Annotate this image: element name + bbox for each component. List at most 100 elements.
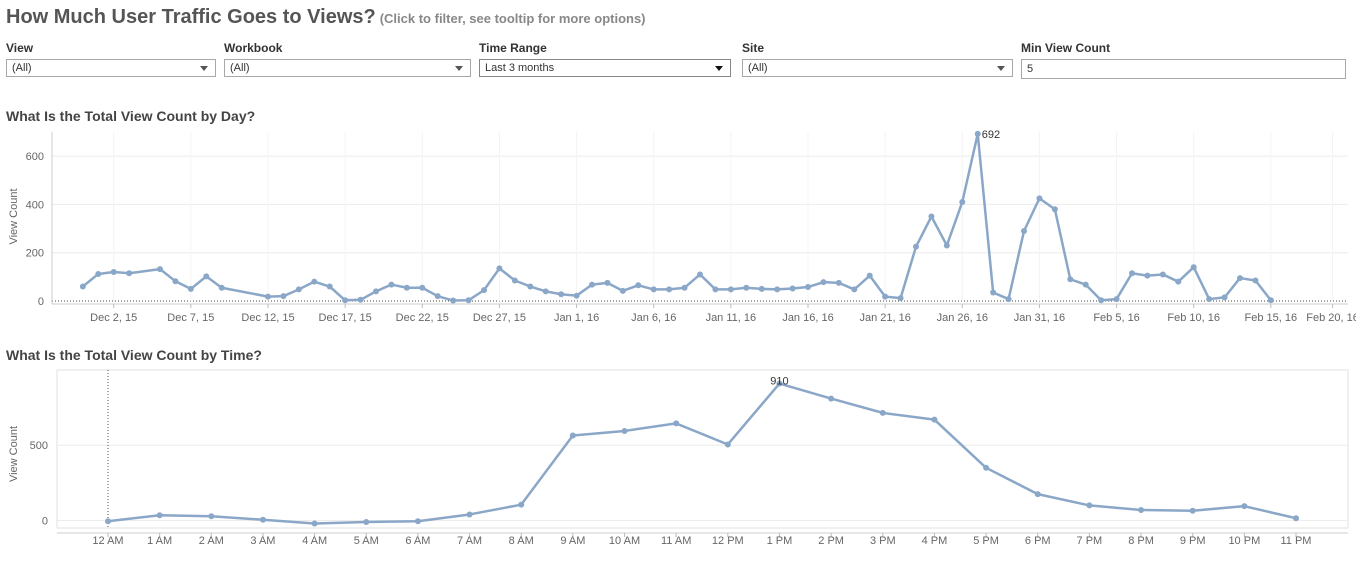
data-point (1252, 277, 1259, 284)
data-point (465, 297, 472, 304)
time-range-dropdown[interactable]: Last 3 months (479, 59, 731, 77)
dashboard-title: How Much User Traffic Goes to Views? (6, 6, 376, 28)
data-point (79, 283, 86, 290)
data-point (589, 281, 595, 288)
x-tick-label: Jan 6, 16 (631, 312, 676, 324)
data-point (203, 273, 210, 280)
workbook-dropdown[interactable]: (All) (224, 59, 471, 77)
data-point (828, 395, 835, 402)
filter-workbook: Workbook (All) (224, 41, 471, 77)
data-point (724, 441, 731, 448)
dropdown-arrow-icon (715, 66, 723, 71)
x-tick-label: 3 PM (870, 535, 896, 547)
data-point (259, 516, 266, 523)
data-point (931, 416, 938, 423)
x-tick-label: Jan 21, 16 (859, 312, 910, 324)
x-tick-label: Dec 2, 15 (90, 312, 137, 324)
data-point (496, 265, 503, 272)
min-view-count-input[interactable]: 5 (1021, 59, 1346, 79)
site-dropdown[interactable]: (All) (742, 59, 1013, 77)
data-point (363, 518, 370, 525)
data-point (1021, 227, 1027, 234)
data-point (1293, 515, 1299, 522)
x-tick-label: 11 AM (661, 535, 691, 547)
data-point (1036, 195, 1043, 202)
x-tick-label: 3 AM (250, 535, 275, 547)
x-tick-label: Jan 31, 16 (1014, 312, 1065, 324)
plot-frame (56, 369, 1349, 529)
y-tick-label: 400 (26, 199, 44, 211)
y-tick-label: 0 (42, 515, 48, 527)
data-point (1098, 297, 1105, 304)
data-point (157, 266, 163, 273)
data-point (928, 213, 935, 220)
filter-min-view-count: Min View Count 5 (1021, 41, 1346, 79)
x-tick-label: Jan 16, 16 (782, 312, 833, 324)
x-tick-label: 9 AM (560, 535, 585, 547)
data-point (295, 286, 302, 293)
data-point (311, 278, 318, 285)
data-point (342, 297, 349, 304)
data-point (573, 292, 580, 299)
data-point (126, 270, 133, 277)
x-tick-label: Feb 10, 16 (1167, 312, 1220, 324)
x-tick-label: Dec 22, 15 (396, 312, 449, 324)
data-point (1034, 491, 1041, 498)
x-tick-label: 12 AM (92, 535, 123, 547)
x-tick-label: 8 PM (1128, 535, 1154, 547)
data-point (697, 271, 703, 278)
x-tick-label: Dec 17, 15 (319, 312, 372, 324)
data-point (1175, 278, 1182, 285)
data-label: 692 (982, 129, 1000, 141)
data-point (913, 243, 919, 250)
data-label: 910 (770, 376, 788, 388)
x-tick-label: Feb 5, 16 (1093, 312, 1139, 324)
data-point (518, 501, 525, 508)
data-point (1144, 272, 1151, 279)
x-tick-label: 7 PM (1077, 535, 1103, 547)
data-point (604, 279, 611, 286)
data-point (1267, 297, 1274, 304)
data-point (835, 279, 842, 286)
y-tick-label: 200 (26, 248, 44, 260)
x-tick-label: 4 PM (922, 535, 948, 547)
x-tick-label: 1 PM (767, 535, 793, 547)
dashboard-header: How Much User Traffic Goes to Views? (Cli… (6, 6, 646, 29)
data-point (373, 288, 379, 295)
view-dropdown[interactable]: (All) (6, 59, 216, 77)
data-point (110, 269, 117, 276)
data-point (1113, 296, 1120, 303)
data-point (558, 291, 565, 298)
data-point (1206, 296, 1213, 303)
chart-title-by-time: What Is the Total View Count by Time? (6, 347, 262, 363)
data-point (712, 286, 719, 293)
x-tick-label: Feb 15, 16 (1245, 312, 1298, 324)
data-point (974, 130, 981, 137)
data-point (218, 284, 225, 291)
data-point (1159, 271, 1166, 278)
x-tick-label: 8 AM (509, 535, 534, 547)
dropdown-value: (All) (230, 62, 250, 74)
dashboard-subtitle: (Click to filter, see tooltip for more o… (379, 11, 646, 26)
x-tick-label: 9 PM (1180, 535, 1206, 547)
data-point (879, 409, 886, 416)
x-tick-label: 10 AM (609, 535, 640, 547)
data-point (1129, 270, 1135, 277)
data-point (820, 279, 827, 286)
data-point (542, 288, 549, 295)
series-line (82, 132, 1272, 302)
data-point (990, 289, 997, 296)
data-point (481, 287, 487, 294)
x-tick-label: Dec 7, 15 (167, 312, 214, 324)
data-point (172, 278, 179, 285)
dropdown-arrow-icon (455, 66, 463, 71)
filter-view: View (All) (6, 41, 216, 77)
data-point (511, 277, 518, 284)
x-tick-label: Feb 20, 16 (1306, 312, 1356, 324)
data-point (1190, 264, 1197, 271)
y-tick-label: 600 (26, 151, 44, 163)
data-point (466, 511, 473, 518)
data-point (897, 295, 904, 302)
x-tick-label: Jan 11, 16 (706, 312, 757, 324)
data-point (882, 293, 889, 300)
